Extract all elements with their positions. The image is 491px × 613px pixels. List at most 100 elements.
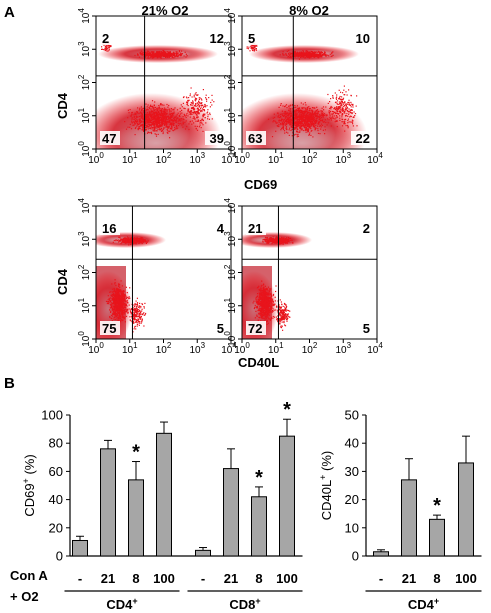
- row2-ylabel: CD4: [55, 268, 70, 295]
- y-tick-label: 60: [49, 464, 63, 479]
- y-tick-label: 104: [77, 198, 92, 214]
- bar: [458, 462, 474, 557]
- category-label: 8: [255, 571, 262, 586]
- x-tick-label: 103: [189, 151, 205, 166]
- o2-label: + O2: [10, 589, 39, 604]
- x-tick-label: 101: [122, 151, 138, 166]
- row2-xlabel: CD40L: [238, 355, 279, 370]
- quadrant-ur: 12: [210, 31, 224, 46]
- category-label: 100: [276, 571, 298, 586]
- category-label: 8: [132, 571, 139, 586]
- x-tick-label: 102: [302, 151, 318, 166]
- x-tick-label: 104: [367, 151, 383, 166]
- category-label: -: [201, 571, 205, 586]
- bar: [72, 539, 88, 557]
- y-tick-label: 104: [77, 8, 92, 24]
- y-tick-label: 100: [41, 408, 63, 423]
- quadrant-ul: 16: [102, 221, 116, 236]
- group-label: CD4+: [408, 596, 439, 612]
- y-tick-label: 101: [77, 297, 92, 313]
- significance-star: *: [283, 399, 291, 421]
- y-tick-label: 40: [345, 436, 359, 451]
- y-axis-label: CD40L+ (%): [318, 451, 334, 521]
- y-tick-label: 80: [49, 436, 63, 451]
- quadrant-ur: 2: [363, 221, 370, 236]
- y-tick-label: 100: [77, 331, 92, 347]
- significance-star: *: [433, 495, 441, 517]
- y-tick-label: 102: [77, 264, 92, 280]
- quadrant-lr: 5: [217, 321, 224, 336]
- y-tick-label: 103: [223, 41, 238, 57]
- x-tick-label: 103: [335, 341, 351, 356]
- quadrant-ul: 2: [102, 31, 109, 46]
- quadrant-ll: 47: [102, 131, 116, 146]
- bar: [223, 468, 239, 557]
- bar: [401, 479, 417, 557]
- category-label: 21: [101, 571, 115, 586]
- group-label: CD4+: [106, 596, 137, 612]
- y-tick-label: 100: [77, 141, 92, 157]
- quadrant-ul: 21: [248, 221, 262, 236]
- y-tick-label: 102: [223, 264, 238, 280]
- row1-ylabel: CD4: [55, 92, 70, 119]
- y-tick-label: 0: [56, 549, 63, 564]
- quadrant-ur: 4: [217, 221, 225, 236]
- quadrant-ul: 5: [248, 31, 255, 46]
- x-tick-label: 103: [189, 341, 205, 356]
- bar: [100, 448, 116, 557]
- bar-chart-2: 0 10 20 30 40 50 CD40L+ (%) - 21 * 8 100 CD4+: [318, 408, 482, 612]
- column-title-8: 8% O2: [289, 3, 329, 18]
- x-tick-label: 101: [122, 341, 138, 356]
- bar: [156, 432, 172, 557]
- bar: [251, 496, 267, 557]
- y-tick-label: 103: [77, 231, 92, 247]
- y-tick-label: 103: [223, 231, 238, 247]
- group-label: CD8+: [229, 596, 260, 612]
- x-tick-label: 102: [156, 341, 172, 356]
- category-label: 21: [224, 571, 238, 586]
- bar-chart-1: 0 20 40 60 80 100 CD69+ (%) - 21 * 8 100 CD4+ - 21 * 8 * 1…: [21, 399, 303, 612]
- y-tick-label: 10: [345, 520, 359, 535]
- x-tick-label: 102: [302, 341, 318, 356]
- y-tick-label: 50: [345, 408, 359, 423]
- category-label: 100: [455, 571, 477, 586]
- y-tick-label: 30: [345, 464, 359, 479]
- quadrant-lr: 5: [363, 321, 370, 336]
- significance-star: *: [255, 467, 263, 489]
- category-label: -: [78, 571, 82, 586]
- y-tick-label: 102: [77, 74, 92, 90]
- bar: [195, 549, 211, 557]
- x-tick-label: 104: [367, 341, 383, 356]
- con-a-label: Con A: [10, 568, 48, 583]
- x-tick-label: 102: [156, 151, 172, 166]
- row1-xlabel: CD69: [244, 177, 277, 192]
- significance-star: *: [132, 442, 140, 464]
- quadrant-ll: 63: [248, 131, 262, 146]
- y-tick-label: 101: [77, 107, 92, 123]
- bar: [279, 435, 295, 557]
- category-label: -: [379, 571, 383, 586]
- y-tick-label: 103: [77, 41, 92, 57]
- panel-b-label: B: [4, 375, 15, 392]
- quadrant-lr: 22: [356, 131, 370, 146]
- y-tick-label: 101: [223, 297, 238, 313]
- panel-a-label: A: [4, 4, 15, 21]
- category-label: 21: [402, 571, 416, 586]
- quadrant-lr: 39: [210, 131, 224, 146]
- y-tick-label: 102: [223, 74, 238, 90]
- category-label: 100: [153, 571, 175, 586]
- y-tick-label: 40: [49, 492, 63, 507]
- bar: [373, 551, 389, 557]
- y-tick-label: 20: [49, 520, 63, 535]
- y-tick-label: 20: [345, 492, 359, 507]
- bar: [128, 479, 144, 557]
- x-tick-label: 101: [268, 341, 284, 356]
- y-tick-label: 101: [223, 107, 238, 123]
- quadrant-ur: 10: [356, 31, 370, 46]
- quadrant-ll: 72: [248, 321, 262, 336]
- y-tick-label: 0: [352, 549, 359, 564]
